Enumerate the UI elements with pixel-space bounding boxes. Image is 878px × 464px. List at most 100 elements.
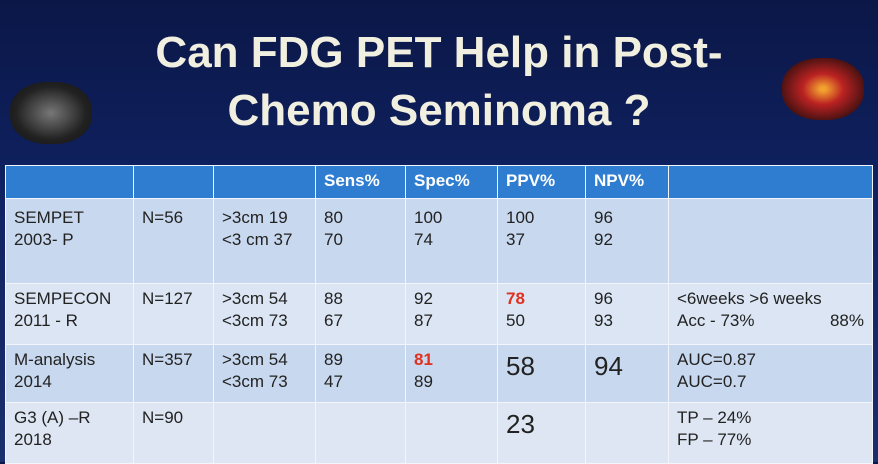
cell: >3cm 54 <3cm 73 [213,344,316,403]
cell-line: SEMPET [14,208,84,227]
results-table: Sens% Spec% PPV% NPV% SEMPET 2003- P N=56 >… [5,165,873,464]
cell-line: <3cm 73 [222,311,288,330]
cell-line: >3cm 54 [222,289,288,308]
split-line: Acc - 73% 88% [677,310,864,332]
cell-line: 87 [414,311,433,330]
header-cell: Spec% [405,165,498,199]
cell-line: 96 [594,208,613,227]
title-line: Can FDG PET Help in Post- [155,28,723,77]
cell-line: >3cm 19 [222,208,288,227]
cell-line: 92 [594,230,613,249]
cell [315,402,406,464]
cell-line: 96 [594,289,613,308]
table-row: SEMPECON 2011 - R N=127 >3cm 54 <3cm 73 88 67 9… [5,283,873,345]
ct-image [10,82,92,144]
table-row: G3 (A) –R 2018 N=90 23 TP – 24% FP – 77% [5,402,873,464]
cell [585,402,669,464]
cell-line: 81 [414,350,433,369]
cell-line: 88 [324,289,343,308]
cell: AUC=0.87 AUC=0.7 [668,344,873,403]
cell [405,402,498,464]
cell: 96 92 [585,198,669,284]
cell: 96 93 [585,283,669,345]
cell-line: 70 [324,230,343,249]
header-row: Sens% Spec% PPV% NPV% [5,165,873,199]
cell-line: Acc - 73% [677,311,755,330]
cell-line: 58 [506,351,535,381]
cell: 89 47 [315,344,406,403]
cell-line: TP – 24% [677,408,752,427]
cell-line: <3 cm 37 [222,230,293,249]
cell-line: 2014 [14,372,52,391]
cell: 94 [585,344,669,403]
cell: 78 50 [497,283,586,345]
cell-line: M-analysis [14,350,96,369]
cell: <6weeks >6 weeks Acc - 73% 88% [668,283,873,345]
cell: TP – 24% FP – 77% [668,402,873,464]
cell-line: 89 [324,350,343,369]
cell-line: N=357 [142,350,193,369]
cell-line: N=127 [142,289,193,308]
cell-line: 78 [506,289,525,308]
cell: SEMPECON 2011 - R [5,283,134,345]
cell: 100 74 [405,198,498,284]
cell: N=56 [133,198,214,284]
cell [213,402,316,464]
pet-image [782,58,864,120]
cell-line: 2011 - R [14,311,78,330]
cell-line: >3cm 54 [222,350,288,369]
cell [668,165,873,199]
cell: N=127 [133,283,214,345]
cell: G3 (A) –R 2018 [5,402,134,464]
cell-line: 100 [414,208,443,227]
header-cell: PPV% [497,165,586,199]
cell [5,165,134,199]
cell-line: AUC=0.7 [677,372,747,391]
cell [668,198,873,284]
cell: 100 37 [497,198,586,284]
cell-line: AUC=0.87 [677,350,756,369]
cell: 23 [497,402,586,464]
cell-line: 2003- P [14,230,74,249]
cell: 81 89 [405,344,498,403]
header-cell: NPV% [585,165,669,199]
cell: N=90 [133,402,214,464]
cell-line: 23 [506,409,535,439]
cell-line: <3cm 73 [222,372,288,391]
cell-line: 50 [506,311,525,330]
cell: 80 70 [315,198,406,284]
header-cell: Sens% [315,165,406,199]
cell-line: 93 [594,311,613,330]
cell: >3cm 54 <3cm 73 [213,283,316,345]
cell-line: 100 [506,208,535,227]
cell-line: SEMPECON [14,289,112,308]
cell-line: N=56 [142,208,184,227]
cell: >3cm 19 <3 cm 37 [213,198,316,284]
cell-line: N=90 [142,408,184,427]
cell: 58 [497,344,586,403]
cell-line: 2018 [14,430,52,449]
cell-line: <6weeks >6 weeks [677,289,822,308]
cell-line: 47 [324,372,343,391]
table-row: M-analysis 2014 N=357 >3cm 54 <3cm 73 89 47 81 8… [5,344,873,403]
cell-line: 74 [414,230,433,249]
cell-line: FP – 77% [677,430,752,449]
cell-line: 37 [506,230,525,249]
cell-line: 94 [594,351,623,381]
cell-line: 89 [414,372,433,391]
cell: N=357 [133,344,214,403]
cell [133,165,214,199]
cell: M-analysis 2014 [5,344,134,403]
cell: 92 87 [405,283,498,345]
table-row: SEMPET 2003- P N=56 >3cm 19 <3 cm 37 80 70 100 7… [5,198,873,284]
cell-line: 80 [324,208,343,227]
cell: SEMPET 2003- P [5,198,134,284]
cell-line: 67 [324,311,343,330]
cell-line: 88% [829,311,864,330]
title-line: Chemo Seminoma ? [227,86,651,135]
cell: 88 67 [315,283,406,345]
cell-line: G3 (A) –R [14,408,91,427]
cell-line: 92 [414,289,433,308]
cell [213,165,316,199]
